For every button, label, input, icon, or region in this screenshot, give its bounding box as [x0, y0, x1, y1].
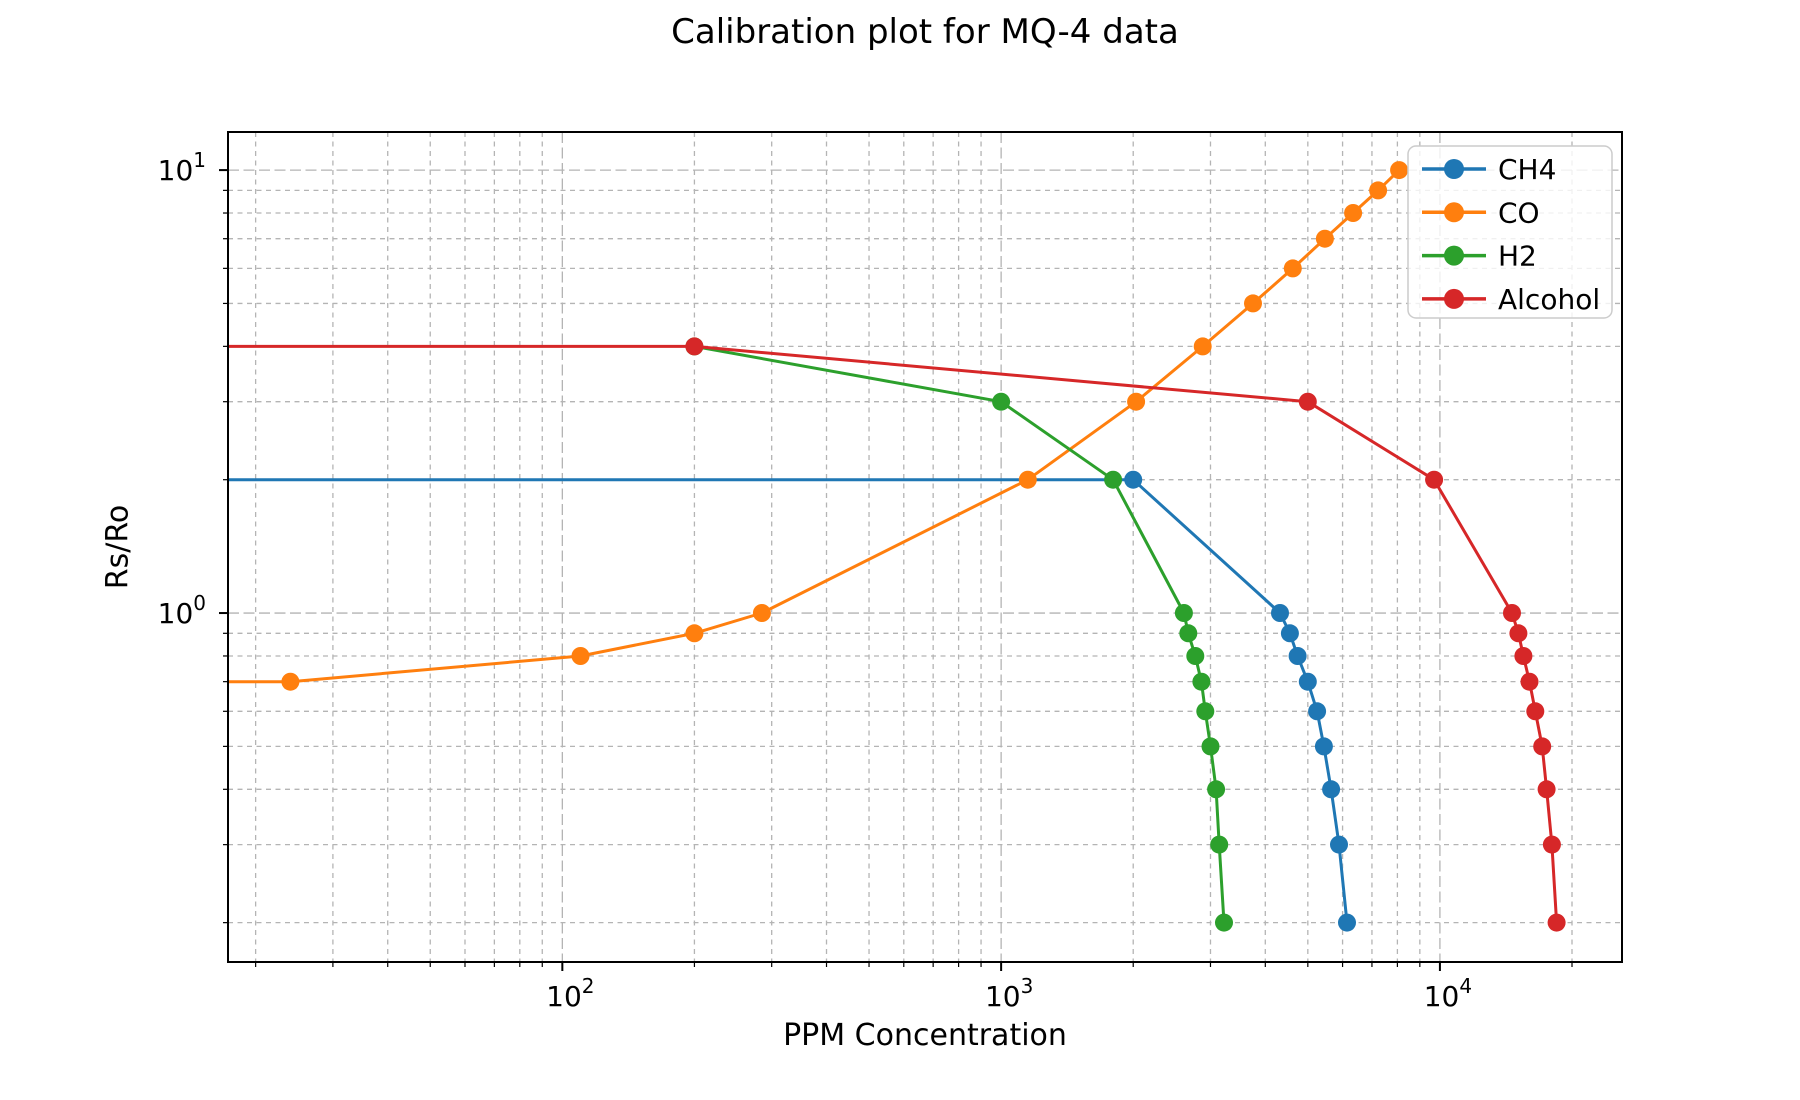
y-tick-label: 100 [158, 591, 206, 630]
series-Alcohol-marker [1526, 702, 1545, 721]
series-H2-marker [1179, 624, 1198, 643]
series-H2-marker [1201, 737, 1220, 756]
series-H2-marker [1196, 702, 1215, 721]
legend: CH4 CO H2 Alcohol [1407, 145, 1613, 319]
series-CH4-marker [1322, 780, 1341, 799]
series-CO-marker [685, 624, 704, 643]
series-CO-marker [1390, 161, 1409, 180]
x-tick-label: 104 [1424, 974, 1472, 1013]
legend-entry-H2: H2 [1422, 240, 1537, 273]
legend-sample-marker [1444, 288, 1464, 309]
series-H2-marker [1174, 604, 1193, 622]
legend-sample-marker [1444, 245, 1464, 266]
series-H2-marker [1210, 835, 1229, 854]
series-H2-marker [992, 392, 1011, 411]
legend-sample-marker [1444, 159, 1464, 179]
series-Alcohol-marker [1520, 672, 1539, 691]
series-Alcohol-marker [1509, 624, 1528, 643]
series-CO-marker [1283, 259, 1302, 278]
series-H2-marker [1207, 780, 1226, 799]
legend-label: Alcohol [1498, 283, 1600, 316]
series-H2-marker [1186, 647, 1205, 665]
ticks [219, 169, 1573, 971]
series-H2-marker [1192, 672, 1211, 691]
legend-label: H2 [1498, 240, 1537, 273]
series-CH4-marker [1280, 624, 1299, 643]
y-tick-label: 101 [158, 148, 206, 187]
series-H2-marker [1215, 913, 1233, 932]
legend-label: CO [1498, 196, 1540, 229]
series-CO-marker [571, 647, 590, 665]
series-Alcohol-marker [1425, 470, 1444, 489]
legend-label: CH4 [1498, 153, 1556, 186]
series-CO-marker [281, 672, 300, 691]
series-CH4-marker [1271, 604, 1289, 622]
series-Alcohol-line [228, 344, 1559, 923]
series-CH4-marker [1338, 913, 1356, 932]
series-Alcohol-marker [1547, 913, 1566, 932]
series-CH4-marker [1288, 647, 1307, 665]
series-Alcohol-marker [1503, 604, 1521, 622]
series-Alcohol-marker [685, 337, 704, 356]
series-CH4-line [228, 478, 1349, 923]
x-tick-label: 102 [546, 974, 594, 1013]
series-CO-marker [1018, 470, 1037, 489]
series-Alcohol-marker [1298, 392, 1317, 411]
series-Alcohol-marker [1514, 647, 1533, 665]
series-CH4-marker [1298, 672, 1317, 691]
series-Alcohol [228, 337, 1566, 932]
series-CO-marker [752, 604, 771, 622]
series-CO-marker [1344, 204, 1363, 222]
series-CH4-marker [1124, 470, 1143, 489]
series-H2 [685, 337, 1233, 932]
y-axis-label: Rs/Ro [100, 504, 136, 590]
series-CO-line [228, 169, 1401, 684]
plot-border [227, 131, 1623, 963]
legend-entry-CH4: CH4 [1422, 153, 1556, 186]
series-CH4-marker [1308, 702, 1327, 721]
legend-entry-Alcohol: Alcohol [1422, 283, 1600, 316]
x-tick-label: 103 [985, 974, 1033, 1013]
series-CO-marker [1369, 181, 1388, 200]
legend-box [1407, 145, 1613, 319]
series-CH4-marker [1314, 737, 1333, 756]
series-CO-marker [1127, 392, 1146, 411]
series-CO-marker [1244, 294, 1262, 313]
series-Alcohol-marker [1537, 780, 1556, 799]
series-CO-marker [1315, 229, 1334, 248]
series-Alcohol-marker [1533, 737, 1552, 756]
series-H2-line [694, 344, 1226, 923]
series-Alcohol-marker [1542, 835, 1561, 854]
series-CH4-marker [1330, 835, 1348, 854]
x-axis-label: PPM Concentration [783, 1018, 1067, 1053]
series-H2-marker [1104, 470, 1123, 489]
chart-title: Calibration plot for MQ-4 data [671, 12, 1179, 52]
legend-sample-marker [1444, 202, 1464, 223]
series-CH4 [228, 470, 1356, 932]
legend-entry-CO: CO [1422, 196, 1540, 229]
series-CO-marker [1193, 337, 1212, 356]
series-CO [228, 161, 1409, 691]
